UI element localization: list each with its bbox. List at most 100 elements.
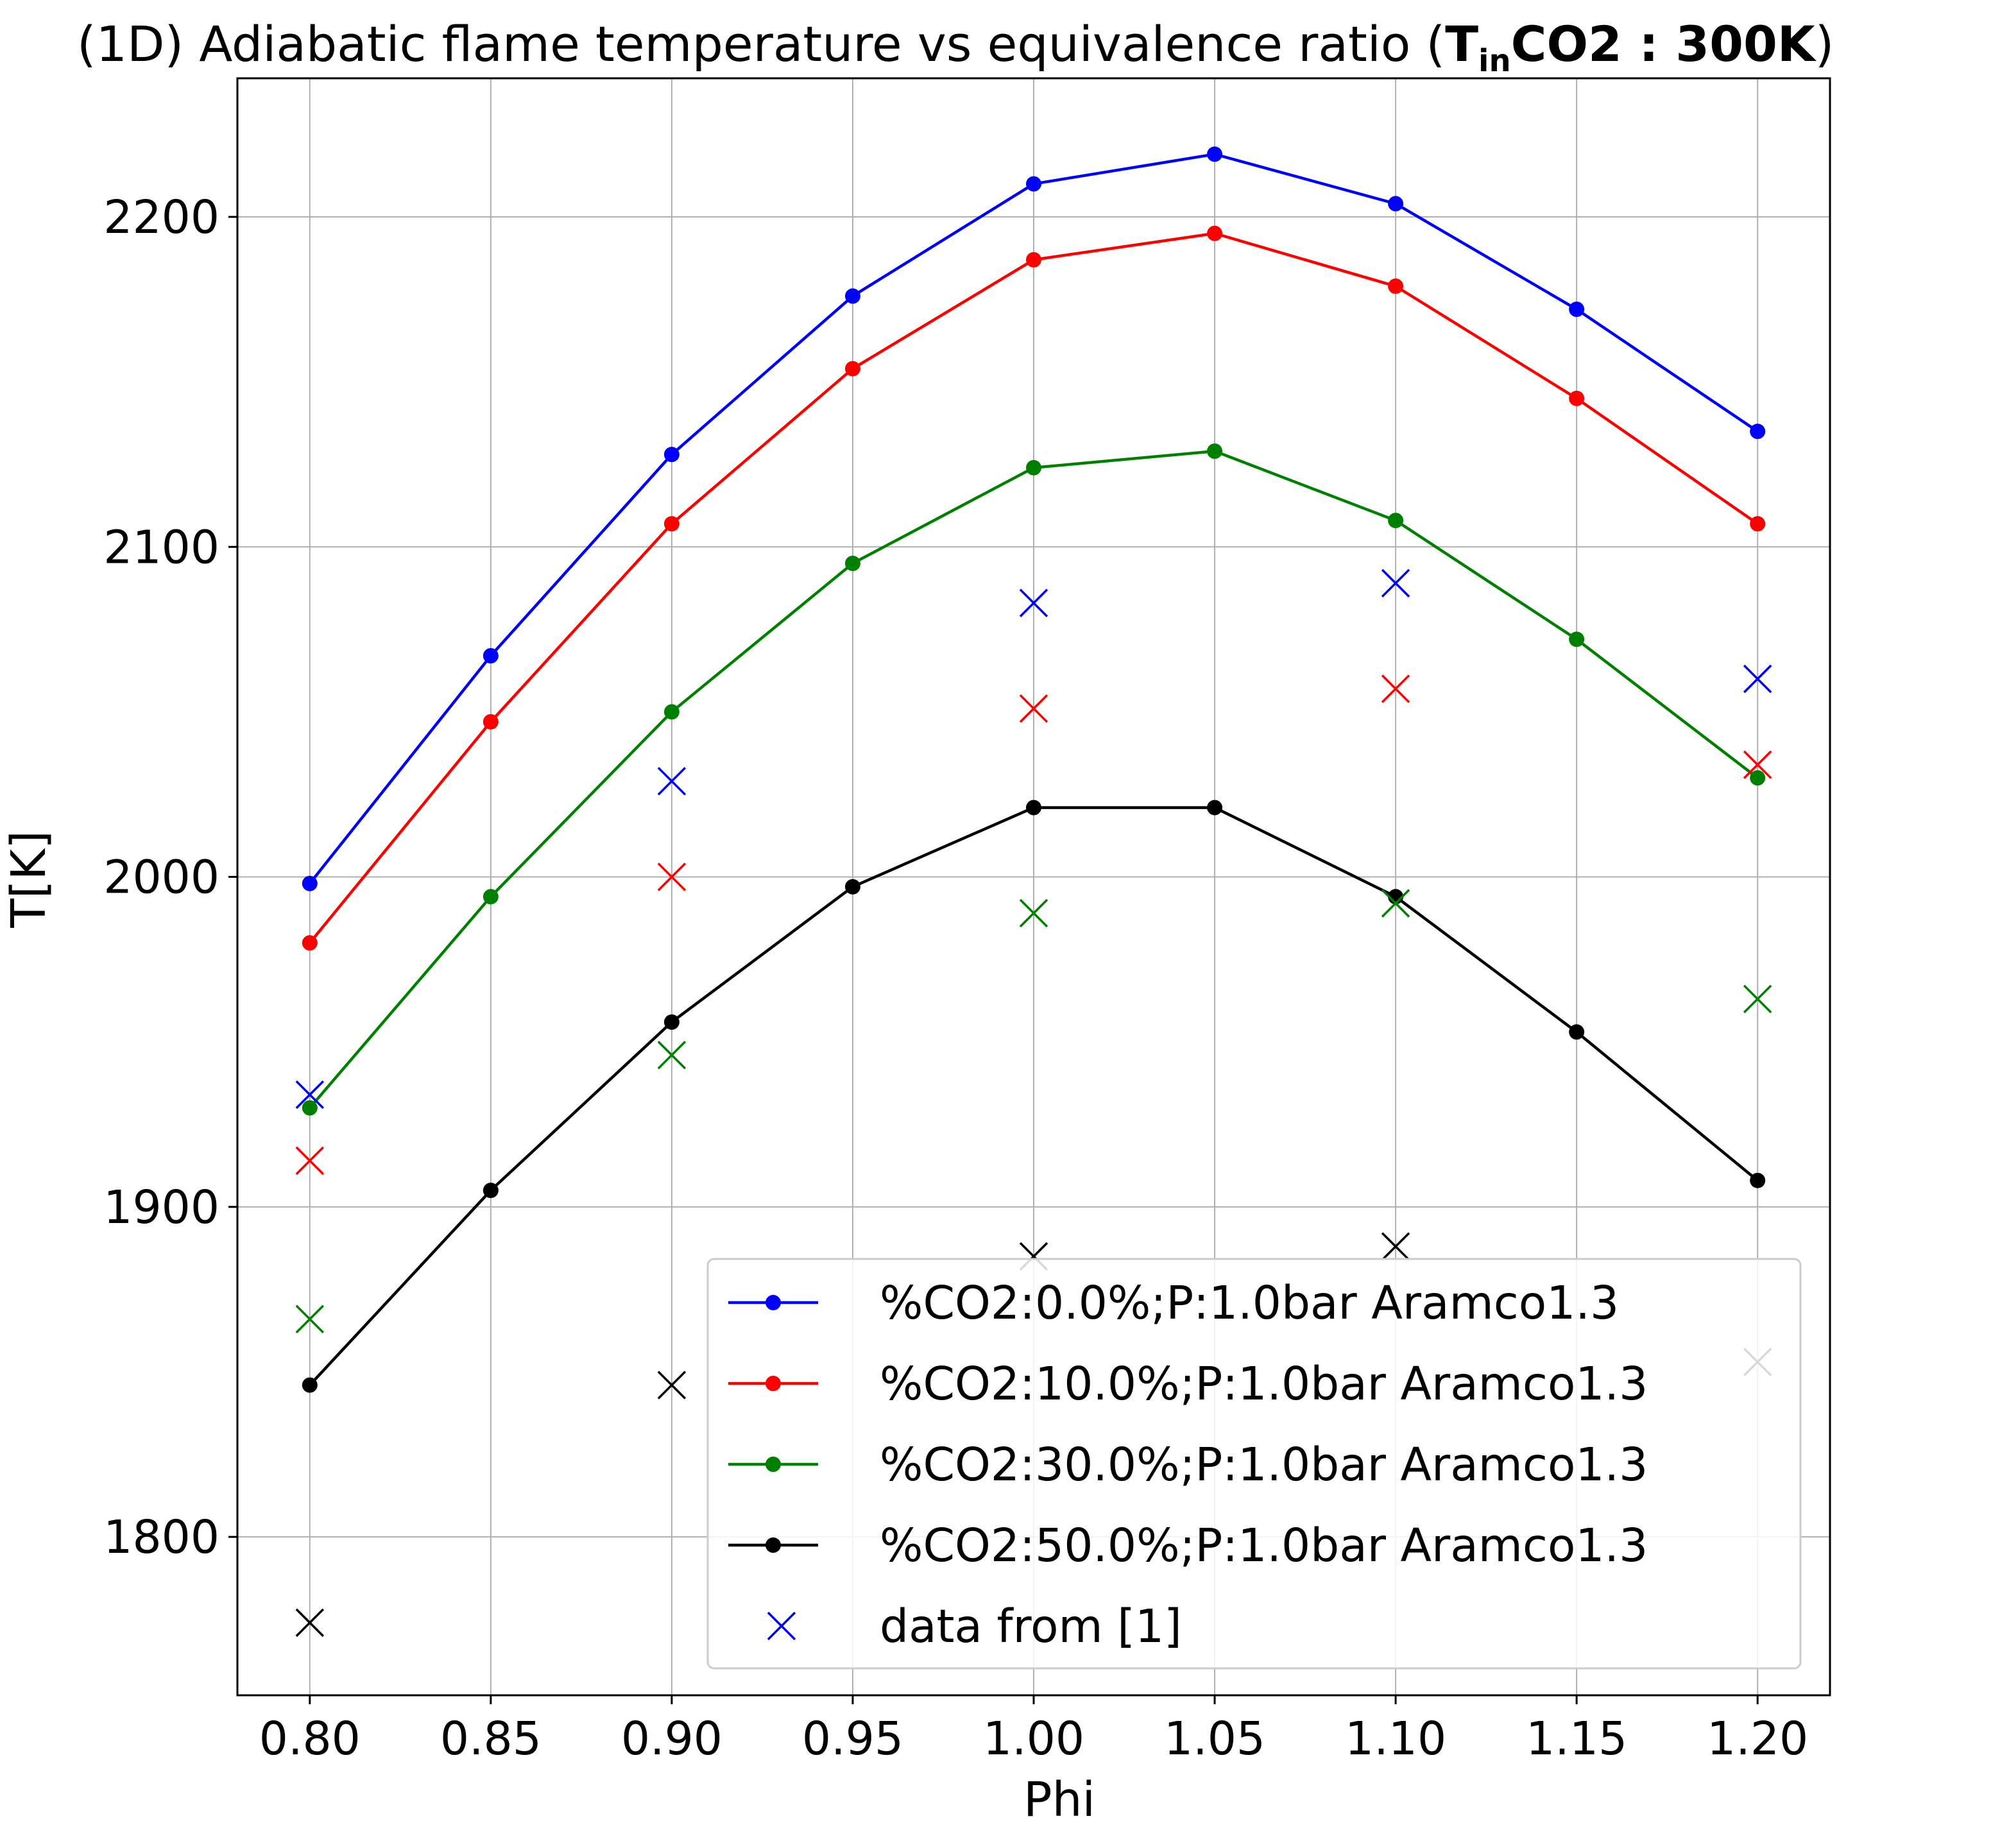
series-point <box>1750 1172 1766 1188</box>
reference-marker <box>657 862 687 891</box>
reference-marker <box>767 1611 796 1641</box>
legend-label: %CO2:50.0%;P:1.0bar Aramco1.3 <box>880 1519 1648 1572</box>
marker-stroke <box>1381 889 1410 918</box>
series-point <box>1750 516 1766 532</box>
series-point <box>1388 196 1404 212</box>
marker-stroke <box>1381 1232 1410 1261</box>
reference-marker <box>295 1146 325 1176</box>
legend-entry: %CO2:0.0%;P:1.0bar Aramco1.3 <box>728 1276 1619 1330</box>
series-point <box>1569 302 1585 317</box>
y-tick-label: 1800 <box>103 1510 219 1564</box>
reference-marker <box>1381 569 1410 598</box>
marker-stroke <box>657 767 687 796</box>
series-point <box>663 704 680 720</box>
series-point <box>1207 225 1223 241</box>
legend-label: data from [1] <box>880 1600 1182 1653</box>
x-tick-label: 0.90 <box>621 1712 722 1765</box>
x-tick-label: 0.80 <box>259 1712 361 1765</box>
legend-box <box>706 1258 1802 1670</box>
x-axis-ticks: 0.80 0.85 0.90 0.95 1.00 1.05 1.10 1.15 1.20 <box>259 1695 1808 1765</box>
reference-marker <box>1381 1232 1410 1261</box>
legend-entry: %CO2:50.0%;P:1.0bar Aramco1.3 <box>728 1519 1648 1572</box>
y-axis-label: T[K] <box>1 830 56 928</box>
reference-marker <box>1019 898 1048 928</box>
x-tick-label: 1.00 <box>983 1712 1084 1765</box>
marker-stroke <box>767 1611 796 1641</box>
y-tick-label: 2100 <box>103 520 219 574</box>
legend-label: %CO2:10.0%;P:1.0bar Aramco1.3 <box>880 1357 1648 1410</box>
series-point <box>1569 1024 1585 1040</box>
reference-marker <box>1743 984 1772 1014</box>
y-tick-label: 2200 <box>103 191 219 244</box>
series-point <box>302 1377 318 1393</box>
series-point <box>1207 146 1223 162</box>
series-point <box>663 447 680 463</box>
series-point <box>302 935 318 951</box>
series-layer <box>302 146 1766 1393</box>
reference-marker <box>295 1305 325 1333</box>
series-point <box>1207 443 1223 459</box>
series-point <box>483 1183 499 1199</box>
series-1 <box>302 146 1766 891</box>
marker-stroke <box>1381 674 1410 703</box>
marker-stroke <box>657 1371 687 1399</box>
legend-entry: %CO2:30.0%;P:1.0bar Aramco1.3 <box>728 1438 1648 1491</box>
series-point <box>1026 252 1041 268</box>
series-point <box>483 889 499 905</box>
series-point <box>483 648 499 663</box>
series-2 <box>302 225 1766 951</box>
marker-stroke <box>657 862 687 891</box>
legend-label: %CO2:0.0%;P:1.0bar Aramco1.3 <box>880 1276 1619 1330</box>
legend-marker <box>765 1376 781 1391</box>
chart-title: (1D) Adiabatic flame temperature vs equi… <box>77 15 1834 79</box>
series-point <box>1750 424 1766 440</box>
series-point <box>1569 390 1585 406</box>
series-point <box>663 1014 680 1030</box>
x-tick-label: 1.05 <box>1164 1712 1265 1765</box>
series-point <box>302 875 318 891</box>
series-point <box>1388 513 1404 529</box>
series-point <box>1207 800 1223 816</box>
x-tick-label: 1.15 <box>1526 1712 1627 1765</box>
marker-stroke <box>1381 569 1410 598</box>
marker-stroke <box>1019 898 1048 928</box>
reference-marker <box>657 767 687 796</box>
marker-stroke <box>657 1041 687 1070</box>
series-point <box>844 288 860 304</box>
reference-marker <box>295 1608 325 1638</box>
legend-entry-reference: data from [1] <box>767 1600 1182 1653</box>
x-tick-label: 0.85 <box>440 1712 542 1765</box>
y-tick-label: 1900 <box>103 1181 219 1234</box>
x-tick-label: 1.20 <box>1707 1712 1808 1765</box>
series-4 <box>302 800 1766 1393</box>
marker-stroke <box>295 1305 325 1333</box>
marker-stroke <box>1019 694 1048 723</box>
reference-marker <box>657 1371 687 1399</box>
marker-stroke <box>1743 750 1772 779</box>
reference-marker <box>1743 750 1772 779</box>
legend-label: %CO2:30.0%;P:1.0bar Aramco1.3 <box>880 1438 1648 1491</box>
y-axis-ticks: 1800 1900 2000 2100 2200 <box>103 191 237 1564</box>
reference-marker <box>1743 664 1772 694</box>
y-tick-label: 2000 <box>103 851 219 904</box>
series-3 <box>302 443 1766 1116</box>
x-tick-label: 1.10 <box>1345 1712 1446 1765</box>
series-point <box>844 879 860 894</box>
marker-stroke <box>295 1146 325 1176</box>
marker-stroke <box>295 1608 325 1638</box>
series-point <box>483 714 499 730</box>
marker-stroke <box>1743 984 1772 1014</box>
marker-stroke <box>295 1080 325 1109</box>
reference-marker <box>657 1041 687 1070</box>
series-point <box>1026 176 1041 192</box>
reference-marker <box>295 1080 325 1109</box>
marker-stroke <box>1019 588 1048 617</box>
reference-marker <box>1019 588 1048 617</box>
legend: %CO2:0.0%;P:1.0bar Aramco1.3 %CO2:10.0%;P… <box>706 1258 1802 1670</box>
x-tick-label: 0.95 <box>802 1712 903 1765</box>
series-point <box>663 516 680 532</box>
series-point <box>844 556 860 571</box>
series-point <box>1026 459 1041 475</box>
reference-marker <box>1019 694 1048 723</box>
legend-marker <box>765 1457 781 1472</box>
